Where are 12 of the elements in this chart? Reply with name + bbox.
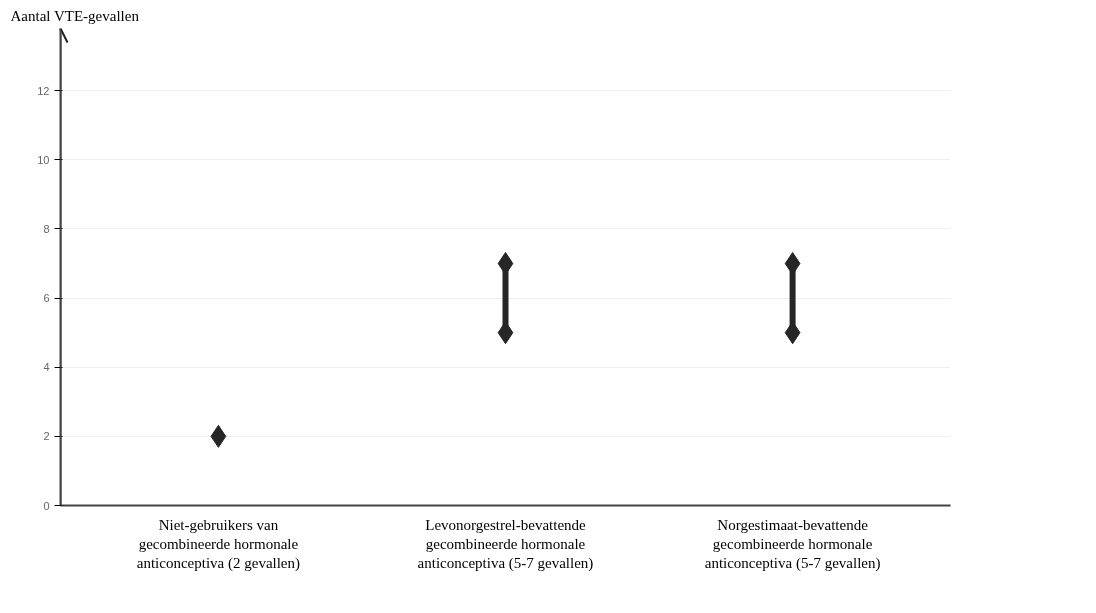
y-tick-label: 10	[37, 153, 50, 166]
y-tick-label: 4	[43, 361, 50, 374]
y-tick-label: 12	[37, 84, 50, 97]
x-tick-label: Norgestimaat-bevattende gecombineerde hormonale anticonceptiva (5-7 gevallen)	[704, 516, 881, 572]
y-axis-title: Aantal VTE-gevallen	[10, 7, 140, 24]
point	[210, 424, 227, 448]
x-tick-label: Levonorgestrel-bevattende gecombineerde hormonale anticonceptiva (5-7 gevallen)	[417, 516, 594, 572]
y-tick-label: 2	[43, 430, 50, 443]
y-tick-label: 8	[43, 222, 50, 235]
y-tick-label: 6	[43, 292, 50, 305]
y-tick-label: 0	[43, 499, 50, 512]
x-tick-label: Niet-gebruikers van gecombineerde hormonale anticonceptiva (2 gevallen)	[136, 516, 301, 572]
